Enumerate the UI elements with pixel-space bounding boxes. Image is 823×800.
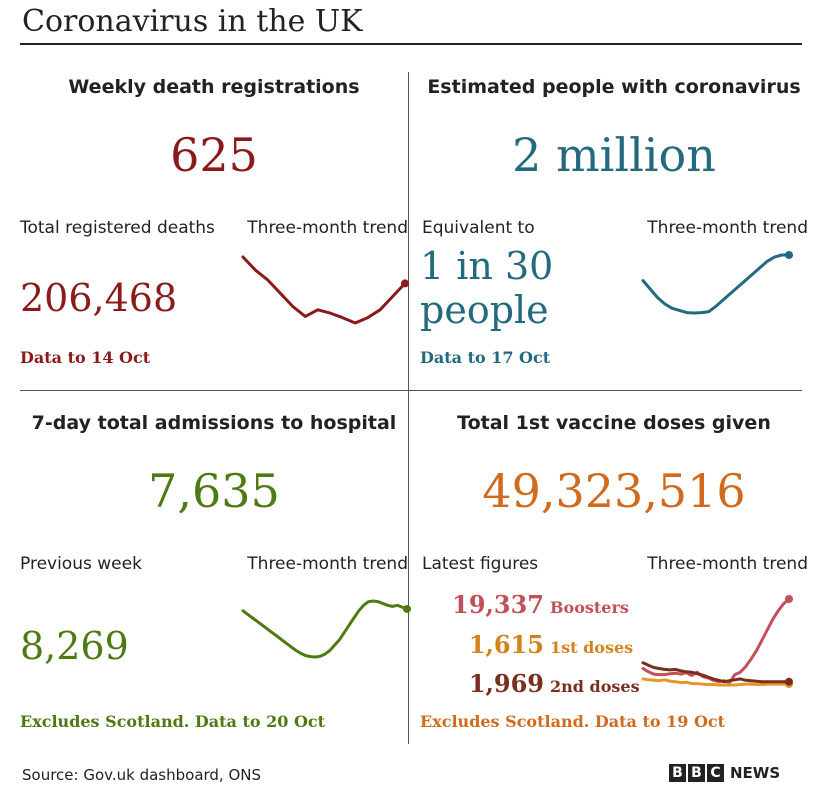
deaths-panel: Weekly death registrations 625 Total reg… <box>20 76 409 394</box>
deaths-trend-label: Three-month trend <box>247 218 408 238</box>
horizontal-divider <box>20 390 802 391</box>
hospital-trend-chart <box>241 599 411 659</box>
hospital-trend-label: Three-month trend <box>247 554 408 574</box>
infections-trend-label: Three-month trend <box>647 218 808 238</box>
infections-trend-chart <box>641 251 793 315</box>
deaths-trend-chart <box>241 255 409 325</box>
bbc-news-logo: B B C NEWS <box>669 764 780 782</box>
second-doses-value: 1,969 <box>468 669 544 698</box>
vaccine-total-value: 49,323,516 <box>482 464 746 518</box>
trend-line-3 <box>641 661 791 684</box>
deaths-total-value: 206,468 <box>20 276 178 320</box>
boosters-value: 19,337 <box>452 590 544 619</box>
infections-value: 2 million <box>512 128 716 182</box>
vaccine-row-second-doses: 1,969 2nd doses <box>432 669 640 698</box>
hospital-title: 7-day total admissions to hospital <box>31 412 397 434</box>
vaccine-trend-chart <box>641 595 793 689</box>
hospital-sublabel: Previous week <box>20 554 142 574</box>
vaccine-sublabel: Latest figures <box>422 554 539 574</box>
logo-word: NEWS <box>730 764 781 782</box>
trend-end-point <box>401 279 409 288</box>
vertical-divider <box>408 72 409 744</box>
hospital-weekly-value: 7,635 <box>148 464 280 518</box>
trend-line-1 <box>241 599 409 659</box>
deaths-weekly-value: 625 <box>170 128 258 182</box>
trend-line-1 <box>641 253 791 315</box>
infections-ratio: 1 in 30 people <box>420 244 553 332</box>
trend-end-point <box>785 595 793 603</box>
vaccine-row-first-doses: 1,615 1st doses <box>432 630 633 659</box>
vaccine-title: Total 1st vaccine doses given <box>457 412 771 434</box>
title-divider <box>20 43 802 45</box>
logo-letter: B <box>669 764 686 782</box>
infections-sublabel: Equivalent to <box>422 218 535 238</box>
hospital-previous-value: 8,269 <box>20 624 129 668</box>
infections-footnote: Data to 17 Oct <box>420 348 551 367</box>
second-doses-label: 2nd doses <box>550 677 640 696</box>
source-note: Source: Gov.uk dashboard, ONS <box>22 766 262 784</box>
first-doses-label: 1st doses <box>550 638 634 657</box>
page-title: Coronavirus in the UK <box>22 4 363 39</box>
vaccine-row-boosters: 19,337 Boosters <box>432 590 629 619</box>
hospital-footnote: Excludes Scotland. Data to 20 Oct <box>20 712 326 731</box>
infections-ratio-line1: 1 in 30 <box>420 244 554 288</box>
vaccine-footnote: Excludes Scotland. Data to 19 Oct <box>420 712 726 731</box>
trend-end-point <box>785 677 793 686</box>
deaths-title: Weekly death registrations <box>68 76 360 98</box>
trend-line-1 <box>241 255 407 325</box>
logo-letter: C <box>707 764 724 782</box>
deaths-footnote: Data to 14 Oct <box>20 348 151 367</box>
infections-title: Estimated people with coronavirus <box>427 76 801 98</box>
deaths-sublabel: Total registered deaths <box>20 218 215 238</box>
vaccine-panel: Total 1st vaccine doses given 49,323,516… <box>420 412 808 731</box>
first-doses-value: 1,615 <box>468 630 544 659</box>
logo-letter: B <box>688 764 705 782</box>
vaccine-trend-label: Three-month trend <box>647 554 808 574</box>
infections-panel: Estimated people with coronavirus 2 mill… <box>420 76 808 394</box>
trend-end-point <box>403 604 411 613</box>
boosters-label: Boosters <box>550 598 629 617</box>
trend-end-point <box>785 251 793 259</box>
infections-ratio-line2: people <box>420 288 549 332</box>
hospital-panel: 7-day total admissions to hospital 7,635… <box>20 412 411 731</box>
trend-line-2 <box>641 677 791 687</box>
